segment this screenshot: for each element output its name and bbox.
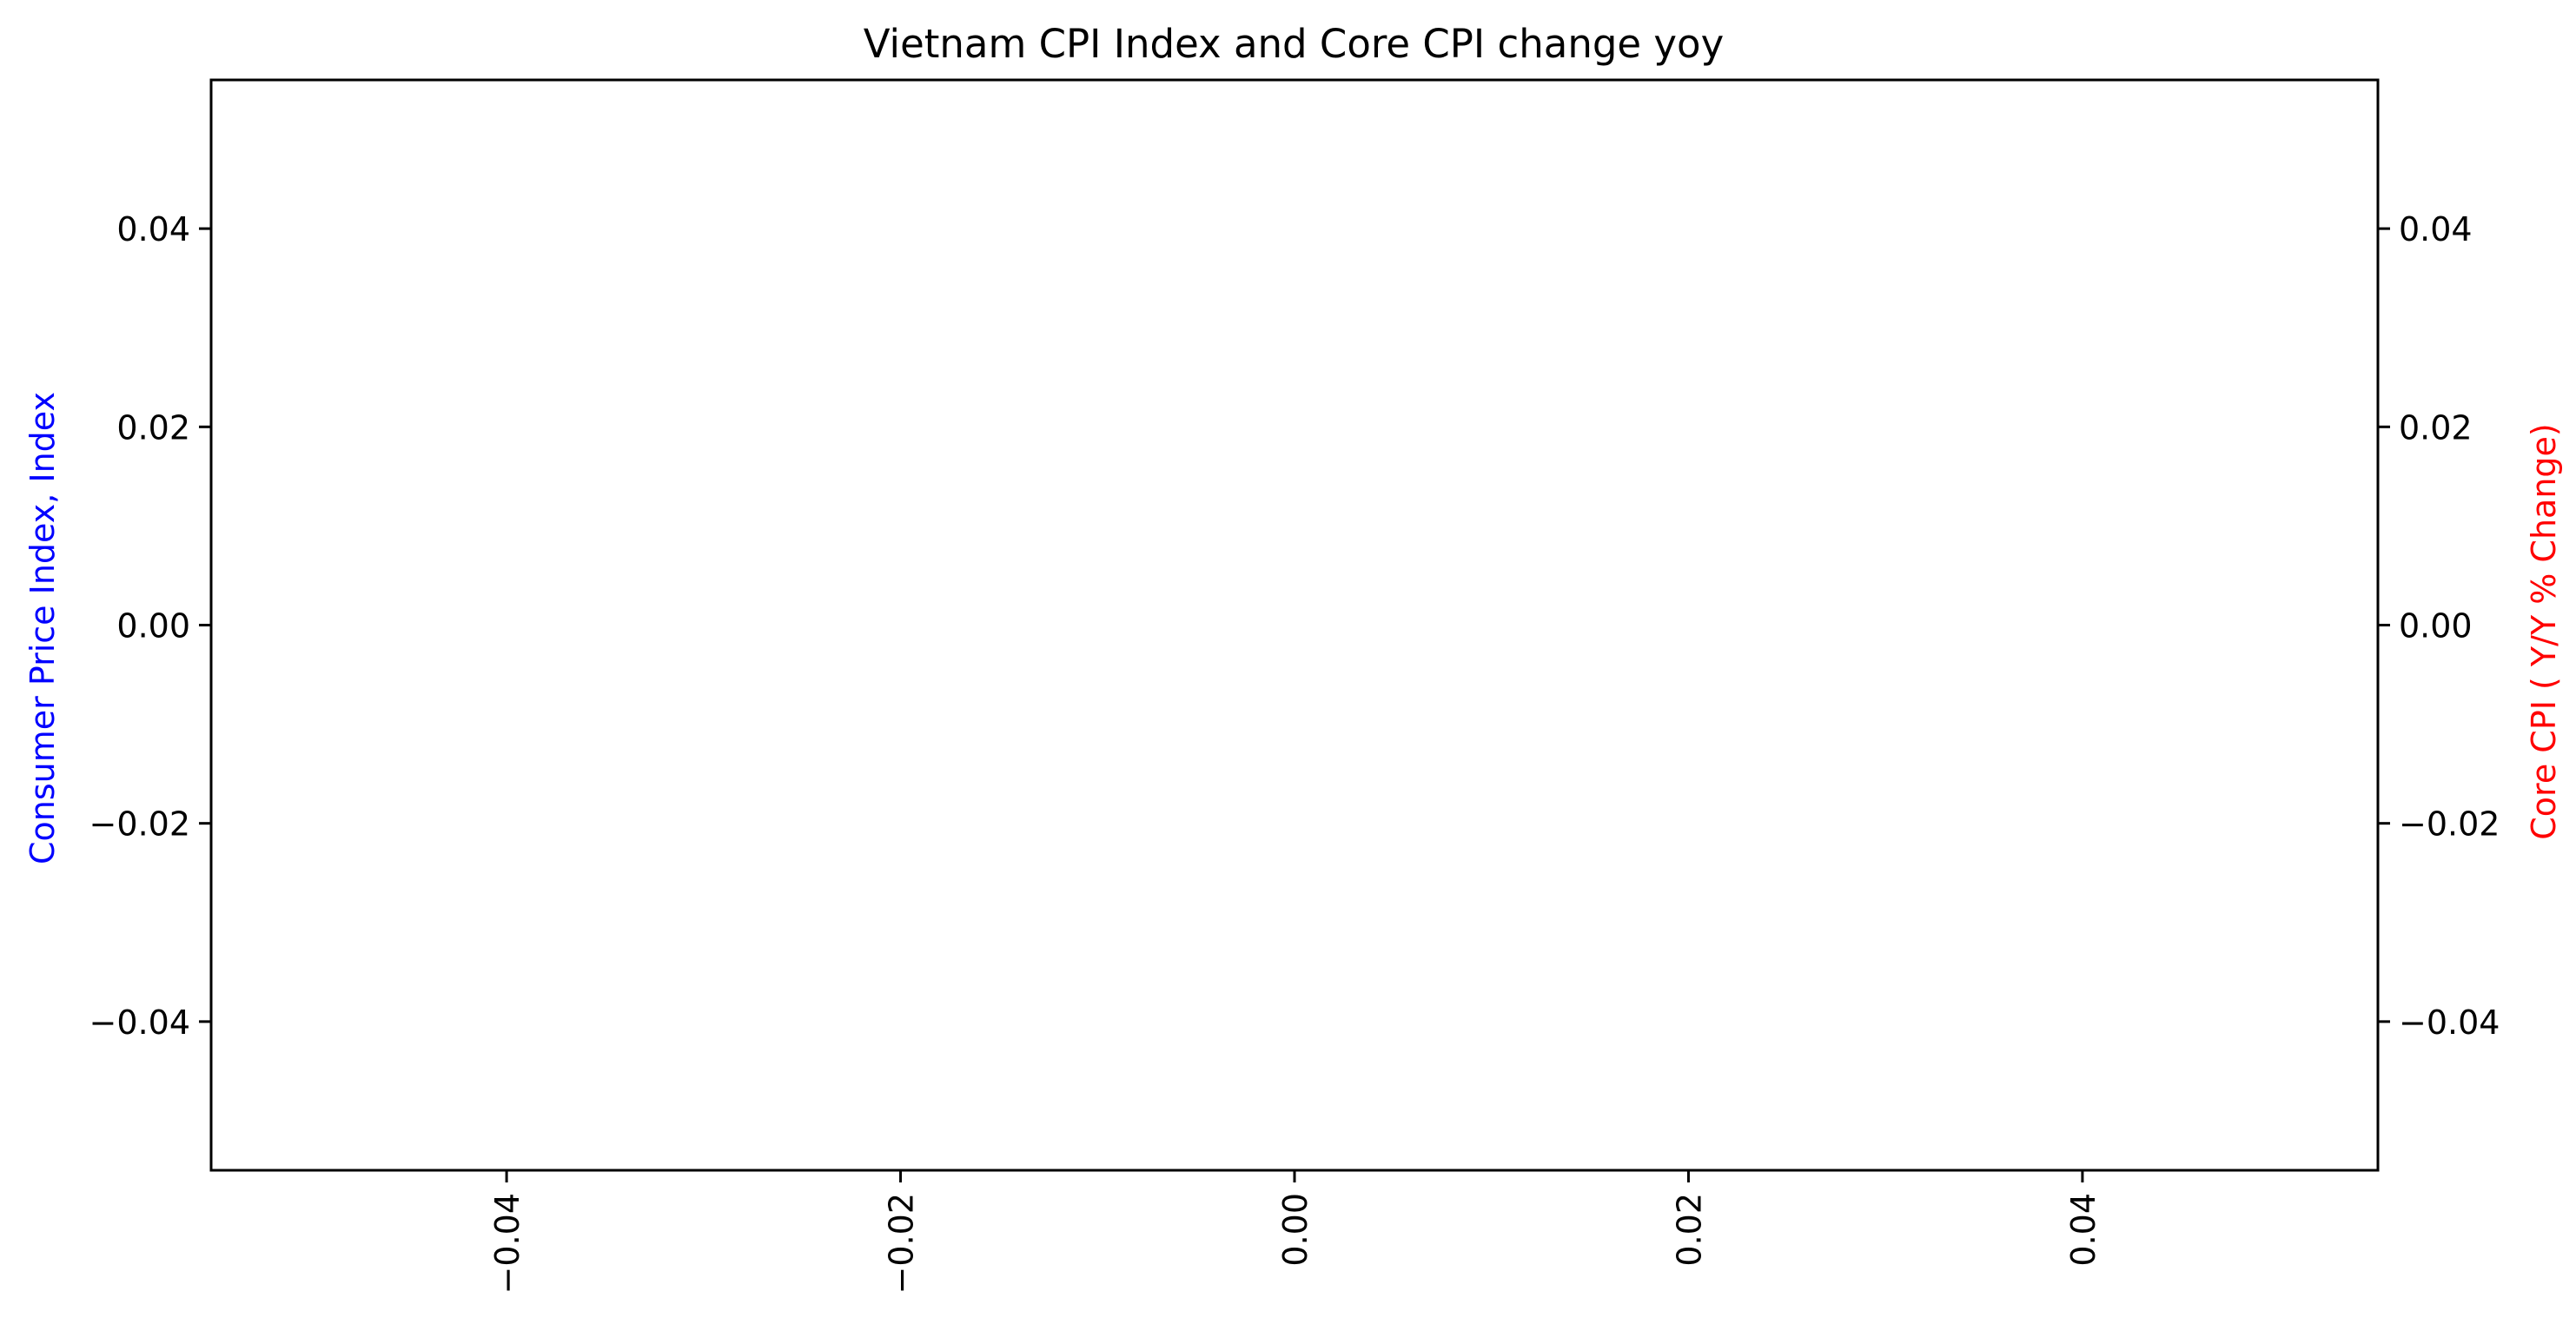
y-left-tick-label: 0.02 bbox=[116, 408, 190, 447]
y-right-tick-label: −0.04 bbox=[2399, 1003, 2500, 1042]
y-axis-left-ticks: −0.04 −0.02 0.00 0.02 0.04 bbox=[89, 210, 211, 1042]
x-axis-ticks: −0.04 −0.02 0.00 0.02 0.04 bbox=[488, 1170, 2103, 1294]
y-right-tick-label: 0.04 bbox=[2399, 210, 2473, 248]
y-axis-right-label: Core CPI ( Y/Y % Change) bbox=[2525, 423, 2563, 839]
y-left-tick-label: 0.04 bbox=[116, 210, 190, 248]
x-tick-label: 0.04 bbox=[2064, 1193, 2103, 1267]
y-axis-left-label: Consumer Price Index, Index bbox=[23, 392, 62, 864]
chart-title: Vietnam CPI Index and Core CPI change yo… bbox=[864, 21, 1724, 67]
y-left-tick-label: 0.00 bbox=[116, 607, 190, 646]
y-left-tick-label: −0.02 bbox=[89, 805, 190, 844]
y-axis-right-ticks: −0.04 −0.02 0.00 0.02 0.04 bbox=[2378, 210, 2500, 1042]
y-right-tick-label: 0.02 bbox=[2399, 408, 2473, 447]
x-tick-label: −0.02 bbox=[883, 1193, 921, 1294]
y-left-tick-label: −0.04 bbox=[89, 1003, 190, 1042]
x-tick-label: −0.04 bbox=[488, 1193, 526, 1294]
x-tick-label: 0.02 bbox=[1670, 1193, 1708, 1267]
y-right-tick-label: 0.00 bbox=[2399, 607, 2473, 646]
y-right-tick-label: −0.02 bbox=[2399, 805, 2500, 844]
plot-area-frame bbox=[209, 78, 2380, 1172]
x-tick-label: 0.00 bbox=[1276, 1193, 1314, 1267]
